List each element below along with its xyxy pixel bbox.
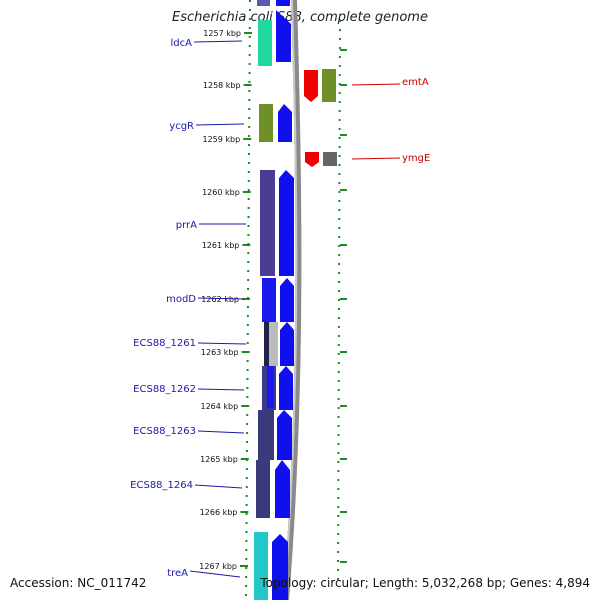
- genome-title: Escherichia coli S88, complete genome: [172, 10, 428, 25]
- ruler-tick-label: 1260 kbp: [202, 188, 240, 197]
- gene-block-ymgE-red: [305, 152, 319, 167]
- ruler-tick-label: 1265 kbp: [200, 455, 238, 464]
- genome-backbone: [283, 0, 302, 600]
- arrow-prrA: [279, 170, 294, 276]
- left-gene-blocks: [254, 0, 278, 600]
- gene-label-modD[interactable]: modD: [166, 294, 196, 305]
- gene-block-prrA: [260, 170, 275, 276]
- gene-label-ldcA[interactable]: ldcA: [171, 38, 193, 49]
- arrow-ECS88_1264: [275, 460, 290, 518]
- ruler-tick-label: 1259 kbp: [202, 135, 240, 144]
- gene-label-prrA[interactable]: prrA: [176, 220, 197, 231]
- ruler: 1257 kbp 1258 kbp 1259 kbp 1260 kbp 1261 kbp…: [199, 29, 252, 571]
- ruler-tick-label: 1262 kbp: [201, 295, 239, 304]
- accession-text: Accession: NC_011742: [10, 576, 147, 590]
- ruler-tick-label: 1261 kbp: [202, 241, 240, 250]
- strand-arrows: [272, 0, 294, 600]
- gene-block-ECS88_1264: [256, 460, 270, 518]
- gene-block-treA: [254, 532, 268, 600]
- genome-summary-text: Topology: circular; Length: 5,032,268 bp…: [260, 576, 590, 590]
- ruler-tick-label: 1257 kbp: [203, 29, 241, 38]
- gene-label-ycgR[interactable]: ycgR: [169, 121, 194, 132]
- arrow-ECS88_1261: [280, 322, 294, 366]
- right-track-ticks: [340, 49, 347, 563]
- gene-label-leader: [194, 484, 243, 489]
- ruler-tick-label: 1263 kbp: [201, 348, 239, 357]
- gene-block-ECS88_1261-b: [269, 322, 278, 366]
- arrow-treA: [272, 534, 288, 600]
- gene-label-leader: [197, 430, 245, 434]
- ruler-track-right: [337, 19, 341, 581]
- gene-block-ECS88_1262-inner: [267, 366, 274, 408]
- gene-label-leader: [197, 388, 245, 391]
- arrow-ycgR: [278, 104, 292, 142]
- right-gene-labels: emtA ymgE: [351, 77, 430, 164]
- ruler-track-left: [245, 0, 251, 600]
- arrow-ECS88_1262: [279, 366, 293, 410]
- gene-label-emtA[interactable]: emtA: [402, 77, 429, 88]
- gene-label-leader: [193, 40, 243, 43]
- gene-label-ECS88_1261[interactable]: ECS88_1261: [133, 338, 196, 349]
- ruler-tick-label: 1267 kbp: [199, 562, 237, 571]
- gene-block-ldcA: [258, 20, 272, 66]
- gene-label-ECS88_1263[interactable]: ECS88_1263: [133, 426, 196, 437]
- gene-label-leader: [351, 83, 401, 86]
- arrow-modD: [280, 278, 294, 322]
- gene-label-ECS88_1262[interactable]: ECS88_1262: [133, 384, 196, 395]
- arrow-ldcA: [276, 10, 291, 62]
- gene-label-leader: [351, 157, 401, 160]
- gene-label-leader: [189, 570, 241, 578]
- gene-label-leader: [197, 297, 245, 300]
- ruler-tick-label: 1266 kbp: [200, 508, 238, 517]
- arrow-top: [276, 0, 290, 6]
- gene-block-ECS88_1261-a: [264, 322, 269, 366]
- gene-label-leader: [195, 123, 245, 126]
- right-gene-blocks: [304, 69, 337, 167]
- gene-block-emtA-green: [322, 69, 336, 102]
- gene-block-ycgR: [259, 104, 273, 142]
- arrow-ECS88_1263: [277, 410, 292, 460]
- gene-block-modD: [262, 278, 276, 322]
- gene-block-ECS88_1263: [258, 410, 274, 460]
- gene-label-leader: [197, 342, 247, 345]
- gene-block-top: [257, 0, 270, 6]
- left-gene-labels: ldcA ycgR prrA modD ECS88_1261 ECS88_1262 ECS8…: [130, 38, 247, 579]
- ruler-tick-label: 1258 kbp: [203, 81, 241, 90]
- gene-block-emtA-red: [304, 70, 318, 102]
- gene-label-ymgE[interactable]: ymgE: [402, 153, 430, 164]
- gene-label-ECS88_1264[interactable]: ECS88_1264: [130, 480, 193, 491]
- ruler-tick-label: 1264 kbp: [200, 402, 238, 411]
- gene-label-treA[interactable]: treA: [167, 568, 188, 579]
- gene-block-ymgE-gray: [323, 152, 337, 166]
